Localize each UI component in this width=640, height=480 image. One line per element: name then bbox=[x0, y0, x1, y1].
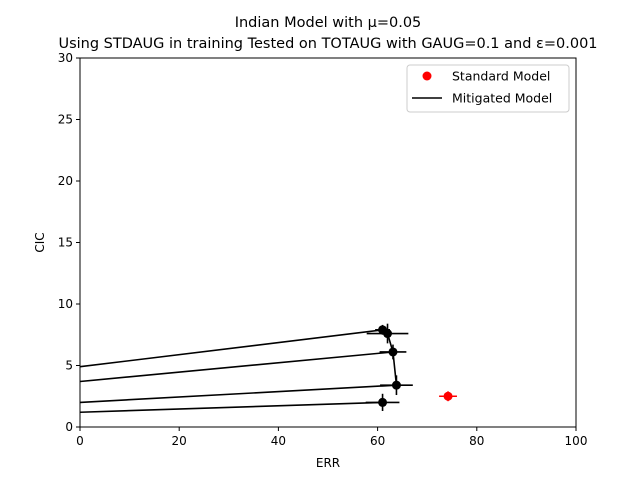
plot-layer bbox=[79, 323, 457, 414]
mitigated-trend-line bbox=[79, 401, 383, 414]
x-tick-label: 60 bbox=[370, 434, 385, 448]
mitigated-trend-line bbox=[79, 329, 383, 368]
x-tick-label: 20 bbox=[172, 434, 187, 448]
x-tick-label: 100 bbox=[565, 434, 588, 448]
x-axis-label: ERR bbox=[316, 456, 340, 470]
y-axis-label: CIC bbox=[33, 232, 47, 252]
mitigated-point bbox=[378, 397, 388, 407]
legend-mitigated-label: Mitigated Model bbox=[452, 91, 552, 106]
y-tick-label: 25 bbox=[58, 113, 73, 127]
mitigated-point bbox=[378, 325, 388, 335]
y-tick-label: 0 bbox=[65, 420, 73, 434]
mitigated-point bbox=[388, 347, 398, 357]
legend-standard-label: Standard Model bbox=[452, 69, 550, 84]
y-tick-label: 5 bbox=[65, 359, 73, 373]
legend-box bbox=[406, 64, 570, 113]
mitigated-trend-line bbox=[79, 384, 397, 404]
chart-title-line1: Indian Model with μ=0.05 bbox=[235, 15, 422, 31]
x-tick-label: 80 bbox=[469, 434, 484, 448]
y-tick-label: 15 bbox=[58, 236, 73, 250]
mitigated-trend-line bbox=[79, 351, 394, 383]
y-tick-label: 20 bbox=[58, 174, 73, 188]
standard-point bbox=[443, 391, 453, 401]
chart-title-line2: Using STDAUG in training Tested on TOTAU… bbox=[58, 36, 597, 52]
legend: Standard Model Mitigated Model bbox=[406, 64, 570, 113]
ticks-layer: 0 20 40 60 80 100 0 5 10 15 20 25 30 bbox=[58, 51, 588, 448]
y-tick-label: 10 bbox=[58, 297, 73, 311]
legend-standard-marker bbox=[422, 71, 432, 81]
y-tick-label: 30 bbox=[58, 51, 73, 65]
x-tick-label: 40 bbox=[271, 434, 286, 448]
mitigated-point bbox=[391, 380, 401, 390]
plot-area-frame bbox=[79, 57, 577, 428]
x-tick-label: 0 bbox=[76, 434, 84, 448]
